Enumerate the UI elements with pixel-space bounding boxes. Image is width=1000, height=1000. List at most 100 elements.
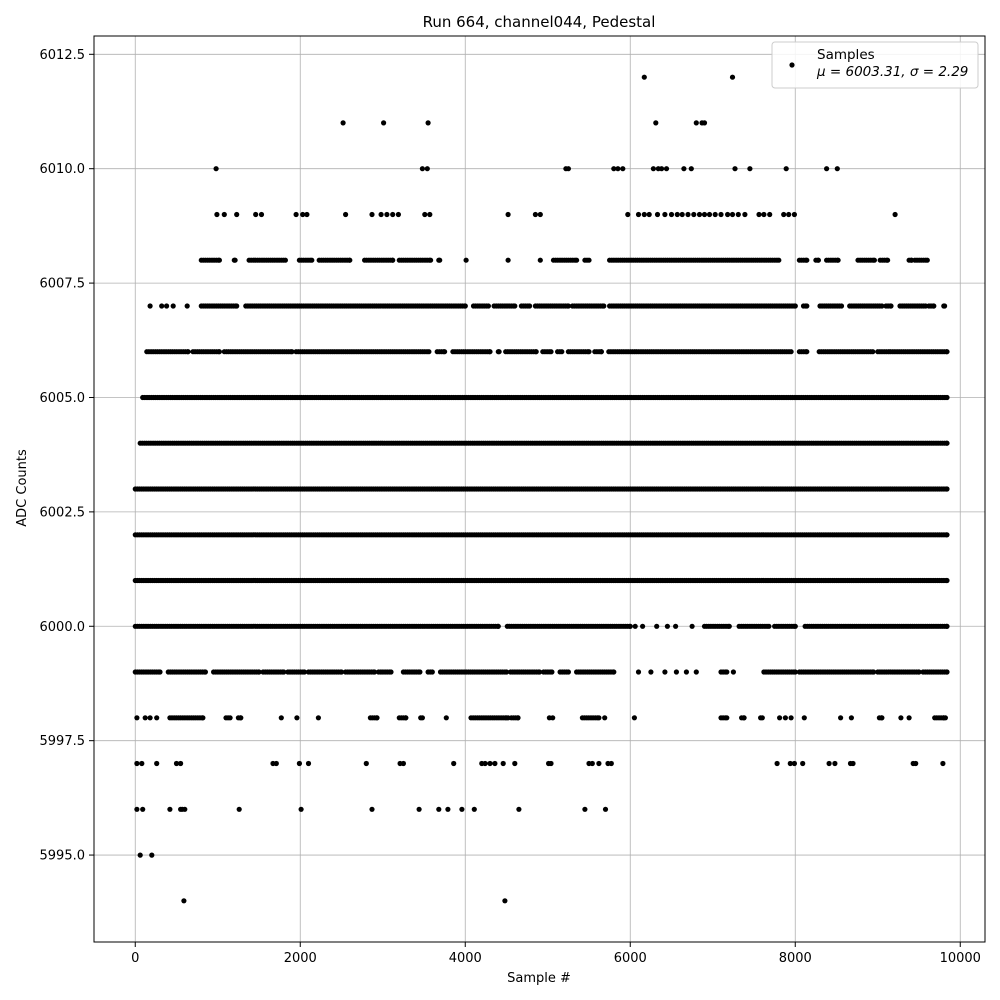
data-point bbox=[944, 623, 950, 629]
data-point bbox=[747, 166, 753, 172]
data-point bbox=[417, 669, 423, 675]
data-point bbox=[232, 257, 238, 263]
data-point bbox=[635, 211, 642, 218]
data-point bbox=[550, 715, 556, 721]
data-point bbox=[502, 898, 508, 904]
data-point bbox=[185, 349, 191, 355]
data-point bbox=[944, 394, 950, 401]
x-tick-label: 4000 bbox=[449, 951, 482, 966]
data-point bbox=[258, 211, 265, 218]
data-point bbox=[729, 211, 736, 218]
data-point bbox=[871, 257, 878, 263]
data-point bbox=[582, 806, 588, 812]
data-point bbox=[662, 211, 668, 218]
data-point bbox=[159, 303, 165, 309]
y-axis-label: ADC Counts bbox=[15, 449, 30, 527]
data-point bbox=[668, 211, 675, 218]
data-point bbox=[944, 349, 950, 355]
y-tick-label: 6012.5 bbox=[40, 48, 86, 63]
data-point bbox=[712, 211, 718, 218]
data-point bbox=[742, 211, 748, 218]
data-point bbox=[942, 303, 948, 309]
data-point bbox=[416, 806, 422, 812]
data-point bbox=[565, 166, 572, 172]
data-point bbox=[505, 211, 511, 218]
data-point bbox=[815, 257, 822, 263]
data-point bbox=[227, 715, 233, 721]
y-tick-label: 6002.5 bbox=[40, 505, 86, 520]
data-point bbox=[693, 120, 699, 126]
data-point bbox=[631, 715, 638, 721]
data-point bbox=[850, 760, 856, 767]
data-point bbox=[788, 349, 794, 355]
data-point bbox=[445, 806, 451, 812]
data-point bbox=[200, 715, 206, 721]
data-point bbox=[164, 303, 170, 309]
data-point bbox=[681, 166, 687, 172]
data-point bbox=[485, 303, 491, 309]
data-point bbox=[611, 166, 617, 172]
axis-ticks: 0 2000 4000 6000 8000 10000 5995.0 5997.5 6000.0… bbox=[40, 48, 981, 966]
data-point bbox=[178, 760, 184, 767]
data-point bbox=[691, 211, 697, 218]
x-tick-label: 8000 bbox=[779, 951, 812, 966]
data-point bbox=[548, 760, 554, 767]
data-point bbox=[596, 760, 602, 767]
data-point bbox=[170, 303, 176, 309]
data-point bbox=[492, 760, 498, 767]
data-point bbox=[294, 715, 300, 721]
data-point bbox=[293, 211, 299, 218]
data-point bbox=[548, 349, 554, 355]
data-point bbox=[369, 806, 375, 812]
data-point bbox=[611, 669, 617, 675]
data-point bbox=[154, 760, 160, 767]
data-point bbox=[256, 669, 262, 675]
data-point bbox=[503, 715, 510, 721]
data-point bbox=[724, 669, 730, 675]
data-point bbox=[134, 760, 140, 767]
data-point bbox=[608, 760, 614, 767]
data-point bbox=[916, 669, 922, 675]
data-point bbox=[641, 211, 647, 218]
data-point bbox=[782, 715, 789, 721]
data-point bbox=[674, 211, 680, 218]
data-point bbox=[437, 257, 443, 263]
data-point bbox=[646, 211, 652, 218]
data-point bbox=[726, 623, 732, 629]
data-point bbox=[725, 211, 731, 218]
data-point bbox=[424, 166, 430, 172]
data-point bbox=[596, 715, 602, 721]
legend-marker bbox=[789, 62, 795, 68]
data-point bbox=[696, 211, 703, 218]
data-point bbox=[627, 623, 633, 629]
data-point bbox=[706, 211, 713, 218]
data-point bbox=[427, 211, 433, 218]
data-point bbox=[673, 669, 680, 675]
data-point bbox=[234, 211, 240, 218]
data-point bbox=[589, 760, 595, 767]
data-point bbox=[429, 669, 435, 675]
data-point bbox=[559, 349, 565, 355]
data-point bbox=[384, 211, 390, 218]
data-point bbox=[940, 760, 946, 767]
data-point bbox=[776, 257, 782, 263]
data-point bbox=[216, 257, 222, 263]
data-point bbox=[888, 303, 894, 309]
data-point bbox=[532, 211, 539, 218]
data-point bbox=[832, 760, 838, 767]
data-point bbox=[237, 715, 244, 721]
data-point bbox=[792, 669, 798, 675]
data-point bbox=[906, 715, 912, 721]
data-point bbox=[648, 669, 654, 675]
data-point bbox=[689, 623, 695, 629]
data-point bbox=[913, 760, 919, 767]
data-point bbox=[654, 623, 660, 629]
legend-box bbox=[771, 41, 979, 89]
data-point bbox=[137, 852, 143, 858]
data-point bbox=[892, 211, 898, 218]
x-tick-label: 6000 bbox=[614, 951, 647, 966]
data-point bbox=[565, 303, 572, 309]
data-point bbox=[759, 715, 765, 721]
data-point bbox=[505, 257, 511, 263]
data-point bbox=[371, 669, 378, 675]
